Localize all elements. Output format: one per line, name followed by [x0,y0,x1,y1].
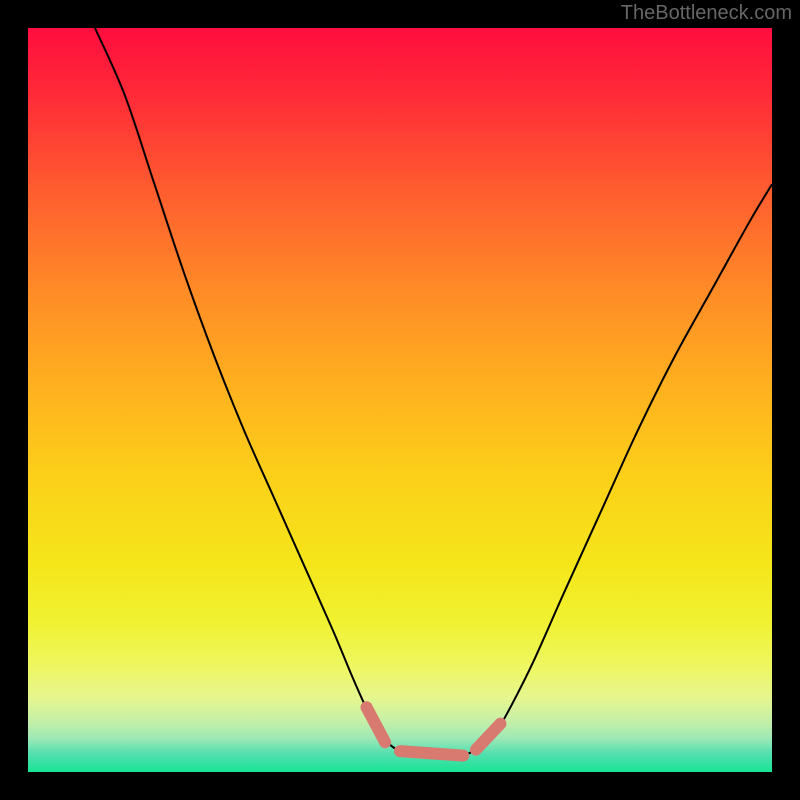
chart-container: TheBottleneck.com [0,0,800,800]
highlight-dash-1 [400,751,463,755]
plot-area [28,28,772,772]
plot-svg [28,28,772,772]
watermark-text: TheBottleneck.com [621,2,792,25]
